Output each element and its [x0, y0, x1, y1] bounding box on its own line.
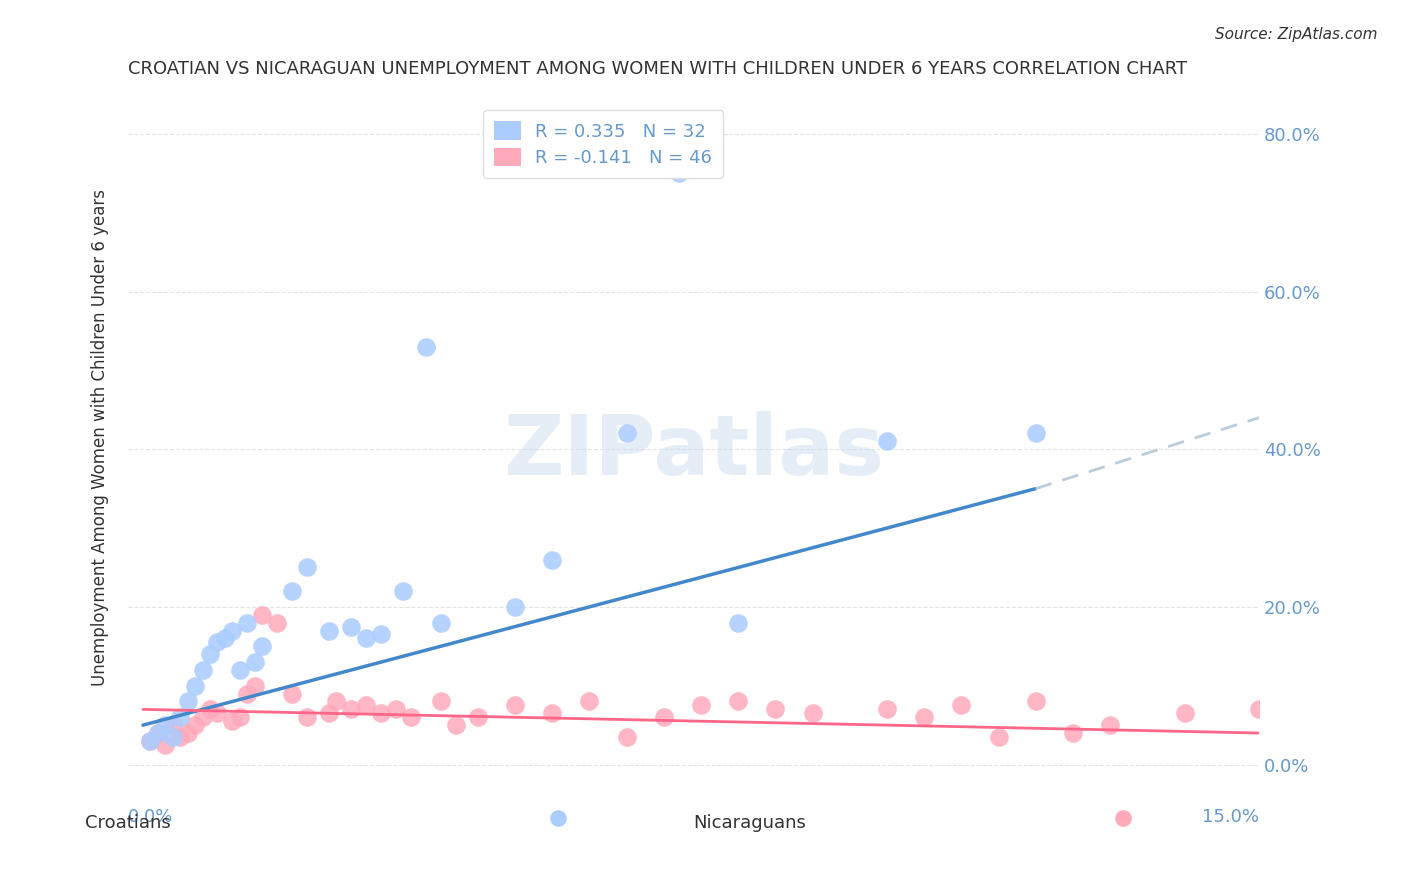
Point [250, 607, 273, 622]
Point [467, 710, 489, 724]
Point [281, 687, 304, 701]
Point [950, 698, 973, 713]
Point [370, 627, 392, 641]
Point [295, 560, 318, 574]
Point [652, 710, 675, 724]
Point [876, 702, 898, 716]
Point [250, 640, 273, 654]
Point [176, 694, 198, 708]
Point [801, 706, 824, 721]
Point [912, 710, 935, 724]
Point [139, 734, 162, 748]
Point [340, 619, 363, 633]
Point [876, 434, 898, 449]
Point [987, 730, 1010, 744]
Point [763, 702, 786, 716]
Point [155, 738, 177, 752]
Point [616, 730, 638, 744]
Point [727, 615, 749, 630]
Point [146, 726, 169, 740]
Point [155, 718, 177, 732]
Point [146, 726, 169, 740]
Text: CROATIAN VS NICARAGUAN UNEMPLOYMENT AMONG WOMEN WITH CHILDREN UNDER 6 YEARS CORR: CROATIAN VS NICARAGUAN UNEMPLOYMENT AMON… [128, 60, 1187, 78]
Point [198, 702, 221, 716]
Point [221, 714, 243, 729]
Point [503, 599, 526, 614]
Point [229, 710, 252, 724]
Point [1025, 426, 1047, 441]
Point [281, 584, 304, 599]
Point [1025, 694, 1047, 708]
Point [207, 706, 229, 721]
Point [370, 706, 392, 721]
Point [727, 694, 749, 708]
Point [198, 647, 221, 661]
Point [184, 718, 207, 732]
Point [392, 584, 415, 599]
Point [503, 698, 526, 713]
Point [668, 166, 690, 180]
Point [385, 702, 408, 716]
Text: Croatians: Croatians [86, 814, 172, 832]
Point [1247, 702, 1270, 716]
Point [354, 632, 377, 646]
Point [221, 624, 243, 638]
Point [340, 702, 363, 716]
Point [541, 552, 564, 566]
Text: 15.0%: 15.0% [1202, 808, 1258, 826]
Point [541, 706, 564, 721]
Point [176, 726, 198, 740]
Point [139, 734, 162, 748]
Legend: R = 0.335   N = 32, R = -0.141   N = 46: R = 0.335 N = 32, R = -0.141 N = 46 [484, 111, 723, 178]
Point [236, 615, 259, 630]
Text: 0.0%: 0.0% [128, 808, 173, 826]
Point [690, 698, 713, 713]
Point [325, 694, 347, 708]
Point [191, 663, 214, 677]
Text: Source: ZipAtlas.com: Source: ZipAtlas.com [1215, 27, 1378, 42]
Point [191, 710, 214, 724]
Point [214, 632, 236, 646]
Point [354, 698, 377, 713]
Point [318, 706, 340, 721]
Point [243, 679, 266, 693]
Point [236, 687, 259, 701]
Point [169, 710, 191, 724]
Point [229, 663, 252, 677]
Point [243, 655, 266, 669]
Point [616, 426, 638, 441]
Point [162, 730, 184, 744]
Point [207, 635, 229, 649]
Text: ZIPatlas: ZIPatlas [503, 410, 884, 491]
Point [415, 340, 437, 354]
Point [444, 718, 467, 732]
Text: Nicaraguans: Nicaraguans [693, 814, 807, 832]
Point [1062, 726, 1084, 740]
Point [318, 624, 340, 638]
Point [266, 615, 288, 630]
Point [295, 710, 318, 724]
Point [1099, 718, 1122, 732]
Point [162, 718, 184, 732]
Point [1174, 706, 1197, 721]
Point [399, 710, 422, 724]
Y-axis label: Unemployment Among Women with Children Under 6 years: Unemployment Among Women with Children U… [91, 189, 110, 686]
Point [429, 694, 451, 708]
Point [429, 615, 451, 630]
Point [169, 730, 191, 744]
Point [184, 679, 207, 693]
Point [578, 694, 600, 708]
